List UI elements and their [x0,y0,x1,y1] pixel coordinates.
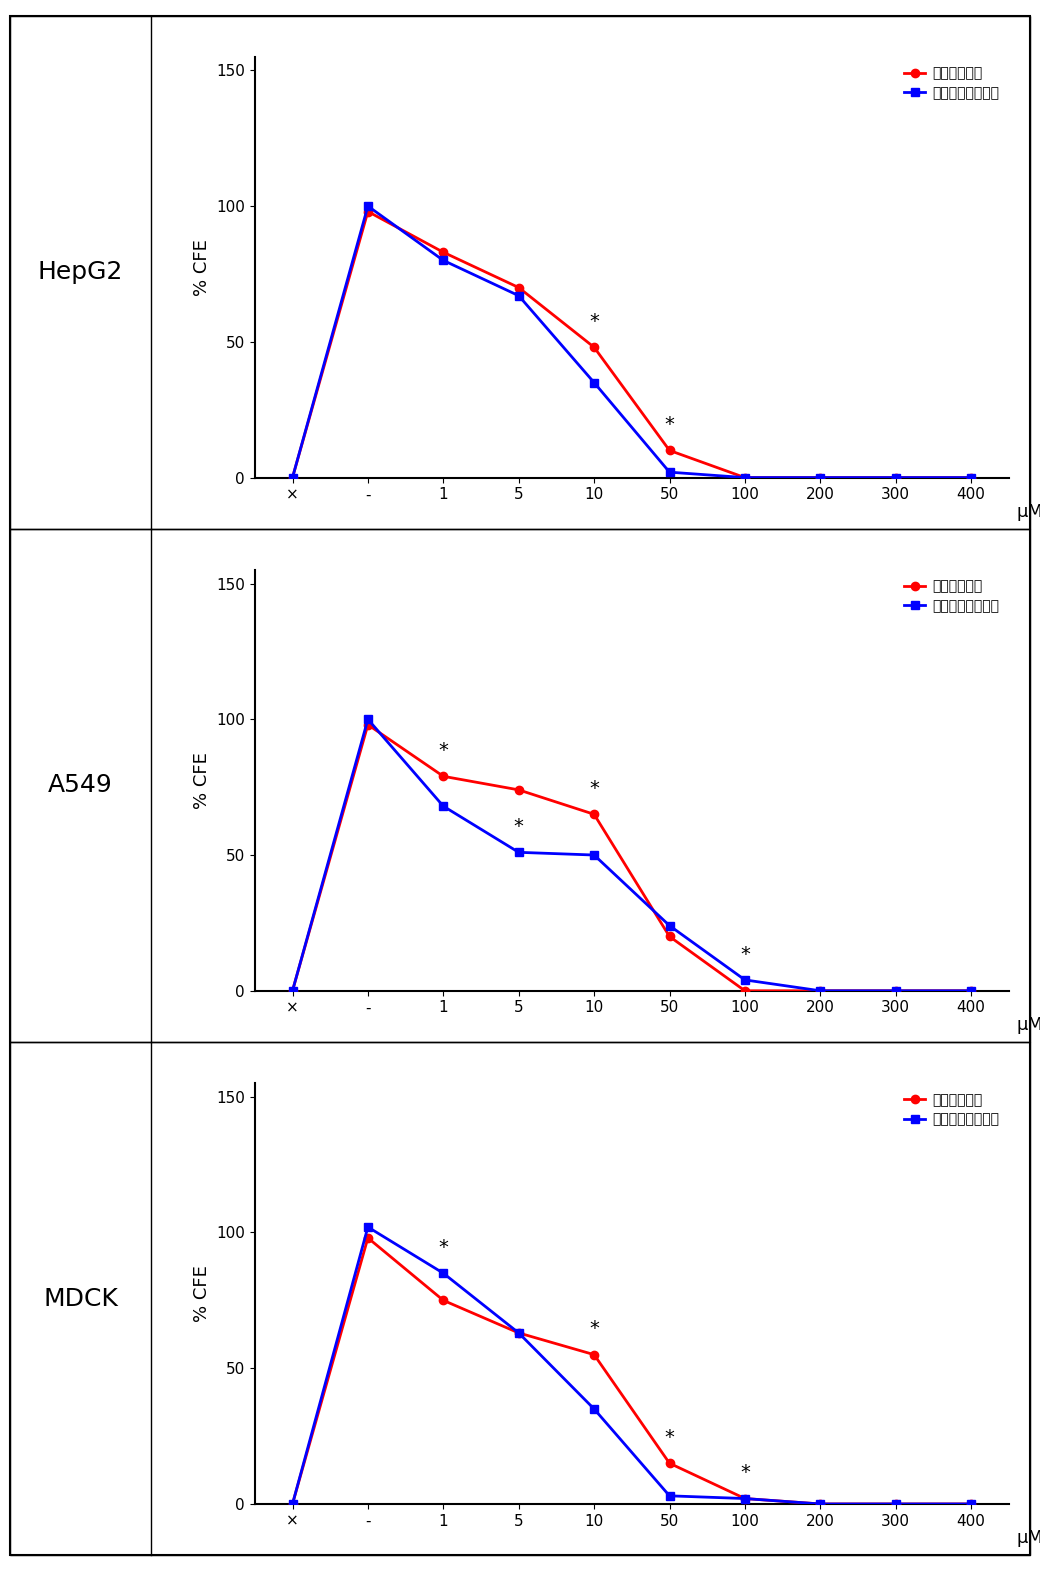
Y-axis label: % CFE: % CFE [192,239,211,295]
Text: *: * [740,944,750,963]
Text: *: * [590,1320,599,1338]
Text: *: * [439,742,448,760]
Text: *: * [665,415,674,434]
Text: *: * [590,313,599,331]
Text: *: * [740,1463,750,1483]
Legend: 바이오톡스텍, 식품의약품안전체: 바이오톡스텍, 식품의약품안전체 [902,577,1002,616]
Legend: 바이오톡스텍, 식품의약품안전체: 바이오톡스텍, 식품의약품안전체 [902,64,1002,102]
Legend: 바이오톡스텍, 식품의약품안전체: 바이오톡스텍, 식품의약품안전체 [902,1090,1002,1130]
Text: *: * [665,1428,674,1447]
Text: μM: μM [1016,503,1040,522]
Y-axis label: % CFE: % CFE [192,1265,211,1323]
Text: HepG2: HepG2 [37,261,124,284]
Text: μM: μM [1016,1016,1040,1034]
Text: A549: A549 [48,773,113,798]
Text: μM: μM [1016,1529,1040,1547]
Text: *: * [439,1238,448,1257]
Y-axis label: % CFE: % CFE [192,753,211,809]
Text: *: * [514,817,523,836]
Text: MDCK: MDCK [44,1287,118,1310]
Text: *: * [590,779,599,798]
